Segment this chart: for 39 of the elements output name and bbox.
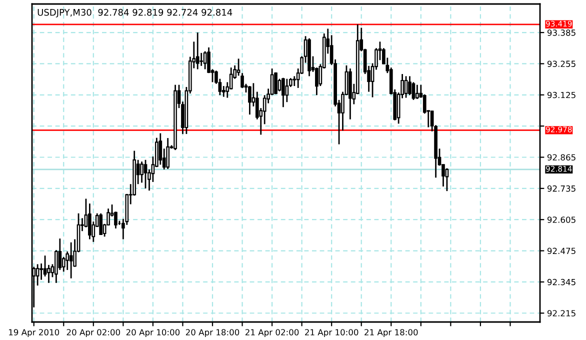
candlestick [282, 77, 285, 108]
y-tick-label: 92.475 [547, 248, 576, 254]
candlestick [40, 262, 43, 280]
candlestick [240, 72, 244, 89]
candlestick [203, 50, 207, 70]
candlestick [158, 132, 162, 166]
candlestick [69, 242, 73, 280]
candlestick [36, 264, 40, 286]
y-tick-label: 92.215 [547, 310, 576, 316]
x-tick-label: 21 Apr 18:00 [364, 329, 418, 338]
candlestick [166, 137, 170, 170]
y-tick-label: 93.255 [547, 60, 576, 67]
y-tick-label: 93.385 [547, 30, 576, 36]
x-tick-label: 21 Apr 10:00 [305, 329, 358, 338]
candlestick [99, 212, 103, 236]
candlestick [404, 75, 408, 98]
y-tick-label: 92.605 [547, 216, 576, 223]
candlestick [144, 159, 148, 190]
y-tick-label: 93.125 [547, 92, 576, 98]
y-tick-label: 92.735 [547, 185, 576, 192]
candlestick [200, 52, 204, 67]
candlestick [285, 78, 289, 103]
x-tick-label: 21 Apr 02:00 [245, 329, 299, 338]
text: USDJPY,M30 92.784 92.819 92.724 92.814 [38, 8, 232, 18]
candlestick [58, 238, 62, 271]
y-tick-label: 92.865 [547, 154, 576, 161]
x-tick-label: 20 Apr 10:00 [126, 329, 180, 338]
candlestick [47, 264, 50, 284]
candlestick [445, 168, 449, 192]
candlestick [236, 58, 240, 76]
candlestick [88, 202, 92, 240]
candlestick [408, 75, 412, 96]
y-tick-label: 92.345 [547, 278, 576, 286]
x-tick-label: 20 Apr 18:00 [186, 329, 240, 338]
candlestick [248, 85, 252, 116]
x-tick-label: 19 Apr 2010 [9, 329, 60, 338]
candlestick [196, 32, 200, 70]
candlestick [416, 84, 419, 100]
x-tick-label: 20 Apr 02:00 [66, 329, 120, 338]
